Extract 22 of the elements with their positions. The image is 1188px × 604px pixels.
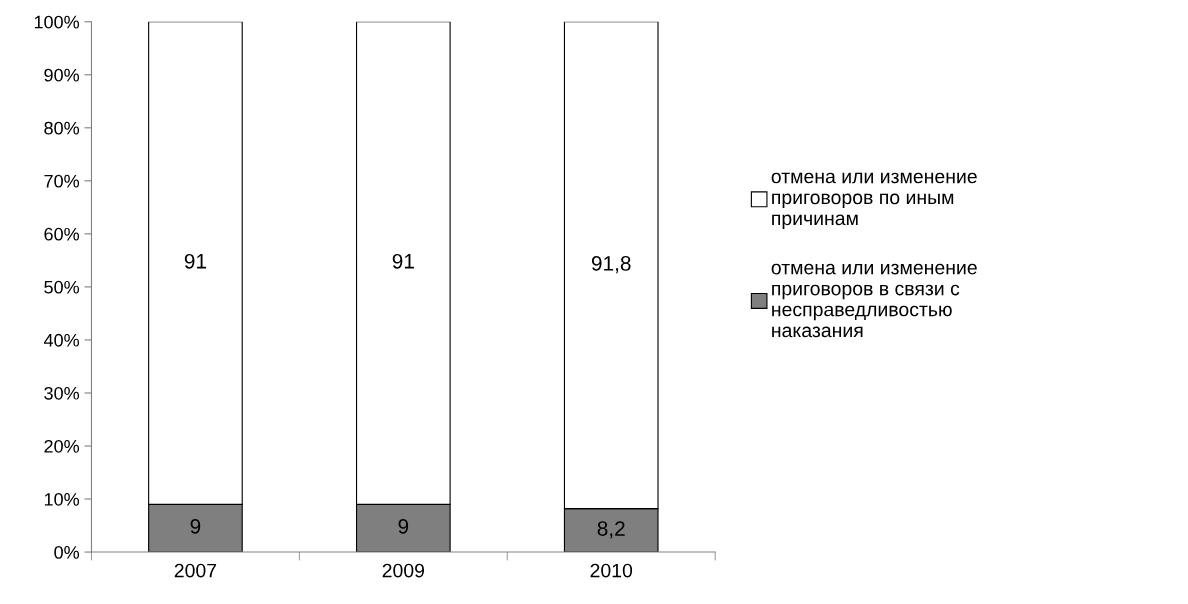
legend-label: отмена или изменение приговоров в связи с несправедливостью наказания [771,263,977,338]
y-tick-label: 60% [44,227,80,241]
data-label: 91 [184,253,206,269]
y-tick-label: 50% [44,280,80,294]
y-tick-label: 90% [44,68,80,82]
data-label: 91 [392,253,414,269]
x-tick-label: 2009 [382,563,425,578]
data-label: 9 [398,519,409,534]
y-tick-label: 20% [44,439,80,453]
y-tick-label: 30% [44,386,80,400]
y-tick-label: 80% [44,121,80,135]
y-tick-label: 0% [54,545,80,559]
y-tick-label: 10% [44,492,80,506]
data-label: 9 [190,519,201,534]
data-label: 91,8 [591,256,631,274]
legend-label: отмена или изменение приговоров по иным причинам [771,172,977,230]
y-tick-label: 40% [43,333,80,347]
x-tick-label: 2010 [590,563,633,578]
y-tick-label: 70% [44,174,80,188]
data-label: 8,2 [597,521,625,539]
y-tick-label: 100% [34,15,80,29]
x-tick-label: 2007 [174,563,217,578]
